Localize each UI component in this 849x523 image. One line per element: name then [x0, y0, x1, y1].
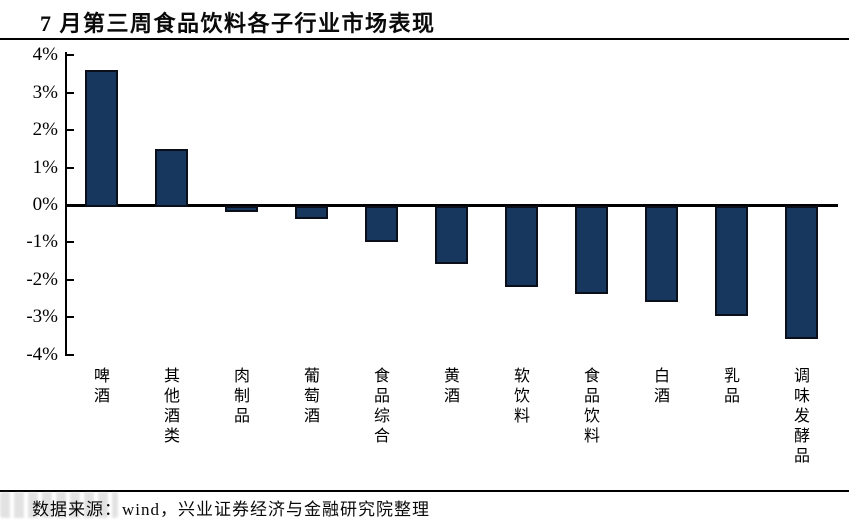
y-axis-tick: [65, 316, 74, 319]
y-axis-label: 1%: [32, 156, 58, 178]
footer-divider: [0, 490, 849, 492]
bar-chart: 4% 3% 2% 1% 0% -1% -2% -3% -4% 啤酒 其他酒类 肉制品 葡萄酒 食品综合 黄…: [0, 40, 849, 490]
bar-调味发酵品: [784, 206, 818, 339]
y-axis-tick: [65, 129, 74, 132]
category-label: 肉制品: [231, 367, 248, 427]
bar-食品综合: [364, 206, 398, 242]
category-label: 调味发酵品: [791, 367, 808, 467]
y-axis-label: 3%: [32, 81, 58, 103]
bar-啤酒: [84, 70, 118, 207]
x-axis-line: [65, 204, 838, 207]
category-label: 啤酒: [91, 367, 108, 407]
chart-title: 7 月第三周食品饮料各子行业市场表现: [40, 11, 436, 36]
y-axis-label: -3%: [26, 306, 58, 328]
y-axis-label: 0%: [32, 194, 58, 215]
title-divider: [0, 38, 849, 40]
category-label: 乳品: [721, 367, 738, 407]
y-axis-label: -2%: [26, 268, 58, 290]
y-axis-label: -4%: [26, 343, 58, 365]
category-label: 其他酒类: [161, 367, 178, 447]
y-axis-label: -1%: [26, 231, 58, 253]
bar-乳品: [714, 206, 748, 317]
y-axis-tick: [65, 278, 74, 281]
category-label: 食品饮料: [581, 367, 598, 447]
y-axis-tick: [65, 54, 74, 57]
y-axis-tick: [65, 91, 74, 94]
bar-软饮料: [504, 206, 538, 287]
bar-白酒: [644, 206, 678, 302]
y-axis-tick: [65, 241, 74, 244]
y-axis-tick: [65, 353, 74, 356]
bar-葡萄酒: [294, 206, 328, 220]
category-label: 葡萄酒: [301, 367, 318, 427]
y-axis-tick: [65, 166, 74, 169]
bar-肉制品: [224, 206, 258, 212]
category-label: 食品综合: [371, 367, 388, 447]
category-label: 白酒: [651, 367, 668, 407]
bar-其他酒类: [154, 148, 188, 207]
bar-食品饮料: [574, 206, 608, 295]
y-axis-label: 4%: [32, 44, 58, 66]
category-label: 软饮料: [511, 367, 528, 427]
category-label: 黄酒: [441, 367, 458, 407]
bar-黄酒: [434, 206, 468, 265]
y-axis-label: 2%: [32, 119, 58, 141]
source-note: 数据来源：wind，兴业证券经济与金融研究院整理: [32, 500, 430, 519]
